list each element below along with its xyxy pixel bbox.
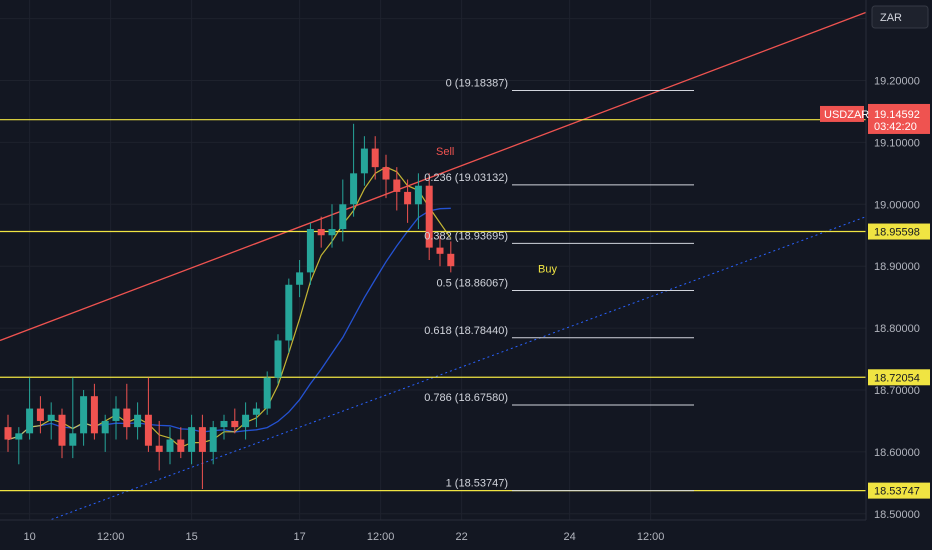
candle-body: [404, 191, 412, 205]
candle-body: [188, 427, 196, 452]
level-tag-label: 18.72054: [874, 372, 920, 384]
candle-body: [306, 229, 314, 273]
candle-body: [166, 439, 174, 452]
candle-body: [285, 284, 293, 341]
candle-body: [252, 408, 260, 415]
time-tick-label: 12:00: [97, 531, 125, 543]
candle-body: [155, 445, 163, 452]
level-tag-label: 18.53747: [874, 486, 920, 498]
symbol-tag-label: USDZAR: [824, 109, 869, 121]
countdown-label: 03:42:20: [874, 121, 917, 133]
candle-body: [317, 229, 325, 236]
time-tick-label: 12:00: [367, 531, 395, 543]
level-tag: [868, 482, 930, 499]
candle-body: [69, 433, 77, 446]
fib-level-label: 0.5 (18.86067): [436, 278, 508, 290]
price-tick-label: 19.20000: [874, 75, 920, 87]
buy-annotation: Buy: [538, 263, 557, 275]
candle-body: [231, 420, 239, 428]
last-price-value: 19.14592: [874, 109, 920, 121]
candle-body: [274, 340, 282, 378]
candle-body: [263, 377, 271, 409]
moving-average-slow: [7, 207, 451, 441]
fib-layer[interactable]: 1 (18.53747) 0.786 (18.67580) 0.618 (18.78…: [424, 77, 694, 492]
price-tick-label: 18.90000: [874, 261, 920, 273]
candle-body: [123, 408, 131, 428]
last-price-tag: [868, 103, 930, 134]
price-axis[interactable]: 18.50000 18.60000 18.70000 18.80000 18.90000…: [820, 0, 932, 550]
candle-body: [15, 433, 23, 440]
candle-body: [425, 185, 433, 248]
price-axis-bg: [866, 0, 932, 550]
fib-level-label: 0.618 (18.78440): [424, 325, 508, 337]
candle-body: [350, 173, 358, 205]
candles-layer[interactable]: [4, 123, 455, 490]
level-tag: [868, 223, 930, 240]
trend-line: [0, 11, 867, 342]
candle-body: [220, 420, 228, 428]
currency-badge: [871, 5, 929, 29]
candle-body: [328, 229, 336, 236]
candle-body: [447, 253, 455, 267]
price-tick-label: 18.50000: [874, 509, 920, 521]
moving-average-fast: [7, 166, 452, 449]
time-tick-label: 12:00: [637, 531, 665, 543]
candle-body: [90, 396, 98, 434]
candle-body: [414, 185, 422, 205]
candle-body: [360, 148, 368, 174]
candle-body: [144, 414, 152, 446]
time-axis[interactable]: 10 12:00 15 17 12:00 22 24 12:00: [0, 519, 866, 550]
level-tag-label: 18.95598: [874, 227, 920, 239]
candle-body: [209, 427, 217, 452]
candle-body: [339, 204, 347, 230]
fib-level-label: 0.236 (19.03132): [424, 172, 508, 184]
overlay-layer: [0, 11, 867, 540]
price-tick-label: 19.00000: [874, 199, 920, 211]
currency-label: ZAR: [880, 12, 902, 24]
candle-body: [242, 414, 250, 428]
grid-layer: [0, 0, 866, 520]
price-tick-label: 18.80000: [874, 323, 920, 335]
fib-level-label: 0.382 (18.93695): [424, 230, 508, 242]
candle-body: [58, 414, 66, 446]
price-tick-label: 19.10000: [874, 137, 920, 149]
annotation-layer: Sell Buy: [436, 146, 557, 276]
candle-body: [4, 427, 12, 440]
price-tick-label: 18.60000: [874, 447, 920, 459]
fib-level-label: 0 (19.18387): [446, 77, 508, 89]
candle-body: [112, 408, 120, 421]
fib-level-label: 1 (18.53747): [446, 478, 508, 490]
time-axis-bg: [0, 520, 866, 550]
level-tag: [868, 369, 930, 386]
sell-annotation: Sell: [436, 146, 454, 158]
candle-body: [36, 408, 44, 421]
price-tick-label: 18.70000: [874, 385, 920, 397]
candle-body: [80, 396, 88, 434]
candle-body: [134, 414, 142, 428]
candle-body: [436, 247, 444, 254]
time-tick-label: 15: [185, 531, 197, 543]
time-tick-label: 10: [23, 531, 35, 543]
candle-body: [296, 272, 304, 285]
candle-body: [177, 439, 185, 452]
candle-body: [198, 427, 206, 452]
candle-body: [26, 408, 34, 434]
time-tick-label: 24: [563, 531, 575, 543]
time-tick-label: 22: [455, 531, 467, 543]
candle-body: [47, 414, 55, 421]
candle-body: [393, 179, 401, 192]
candle-body: [371, 148, 379, 168]
candle-body: [382, 167, 390, 180]
symbol-tag: [820, 105, 864, 122]
fib-level-label: 0.786 (18.67580): [424, 392, 508, 404]
candle-body: [101, 420, 109, 434]
time-tick-label: 17: [293, 531, 305, 543]
